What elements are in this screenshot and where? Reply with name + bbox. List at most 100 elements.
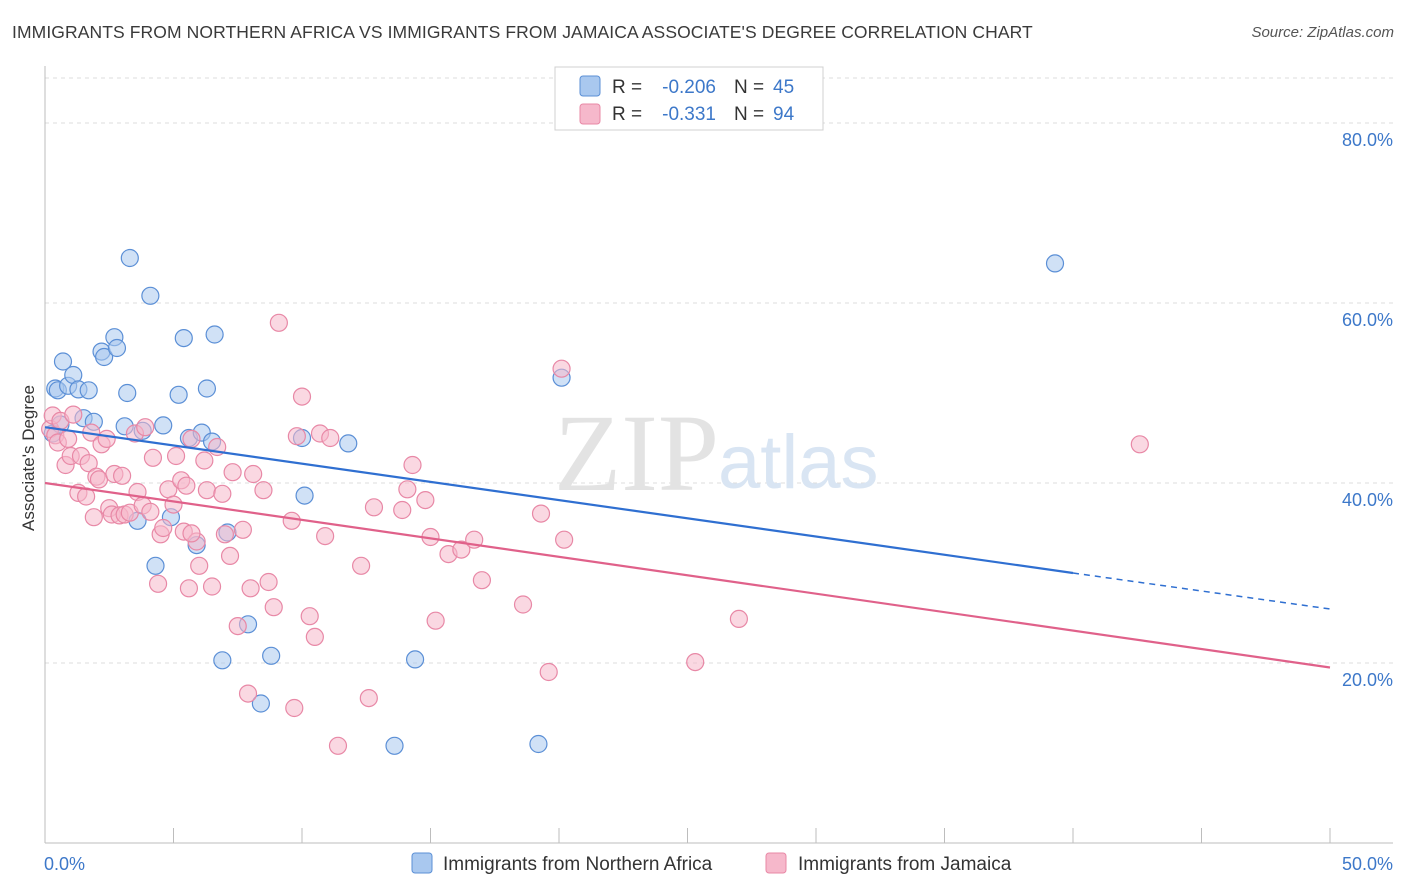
point-pink-54 (238, 684, 258, 703)
point-pink-75 (403, 455, 422, 475)
legend-n-label-1: N = (734, 77, 764, 98)
point-pink-62 (287, 427, 306, 446)
point-pink-30 (143, 448, 163, 467)
point-pink-61 (282, 511, 301, 530)
point-blue-15 (118, 383, 137, 403)
point-pink-39 (177, 476, 196, 495)
point-pink-78 (426, 611, 445, 630)
y-tick-label-3: 80.0% (1342, 130, 1393, 150)
point-pink-55 (241, 579, 260, 598)
data-points (41, 248, 1149, 755)
chart-title: IMMIGRANTS FROM NORTHERN AFRICA VS IMMIG… (12, 22, 1033, 42)
watermark-zip: ZIP (554, 392, 719, 514)
point-pink-73 (393, 500, 412, 520)
point-pink-69 (328, 736, 348, 755)
point-pink-52 (228, 616, 247, 636)
point-pink-84 (531, 504, 551, 523)
point-pink-31 (148, 574, 168, 593)
bottom-legend-swatch-blue (411, 852, 433, 874)
point-pink-65 (305, 627, 324, 647)
y-tick-label-2: 60.0% (1342, 310, 1393, 330)
point-pink-91 (285, 698, 304, 718)
point-pink-36 (166, 446, 186, 466)
point-pink-40 (179, 579, 199, 598)
trend-line-pink (44, 481, 1331, 669)
point-blue-3 (53, 352, 73, 371)
point-pink-46 (202, 577, 222, 596)
point-pink-64 (300, 607, 319, 626)
point-pink-48 (213, 484, 232, 503)
point-blue-30 (205, 325, 224, 344)
point-pink-63 (292, 387, 312, 406)
bottom-legend-swatch-pink (765, 852, 787, 874)
point-pink-85 (539, 662, 558, 682)
legend-r-value-1: -0.206 (662, 77, 716, 98)
point-pink-92 (84, 508, 103, 527)
point-pink-68 (321, 428, 340, 448)
point-pink-59 (264, 598, 283, 617)
axes (44, 66, 1393, 844)
point-pink-70 (352, 556, 371, 575)
bottom-legend-label-blue: Immigrants from Northern Africa (443, 854, 713, 875)
point-blue-24 (174, 329, 193, 348)
point-pink-80 (452, 540, 471, 559)
point-pink-71 (359, 688, 378, 708)
point-pink-88 (686, 652, 705, 672)
point-pink-50 (220, 546, 240, 566)
bottom-legend: Immigrants from Northern Africa Immigran… (411, 852, 1012, 875)
point-pink-86 (552, 359, 571, 378)
point-pink-45 (197, 481, 217, 500)
watermark-atlas: atlas (718, 420, 879, 505)
point-pink-53 (233, 520, 252, 539)
x-tick-label-min: 0.0% (44, 854, 85, 874)
point-pink-93 (182, 524, 201, 543)
point-pink-44 (195, 451, 214, 470)
legend-r-label-1: R = (612, 77, 642, 98)
point-blue-13 (107, 338, 127, 358)
gridlines (45, 77, 1393, 664)
trend-line-blue (44, 426, 1074, 575)
point-blue-34 (251, 694, 270, 713)
y-axis-label: Associate's Degree (19, 385, 38, 531)
point-pink-72 (364, 498, 384, 517)
point-pink-17 (97, 429, 116, 448)
legend-r-label-2: R = (612, 104, 642, 125)
y-tick-label-1: 40.0% (1342, 490, 1393, 510)
point-pink-89 (729, 609, 749, 629)
point-pink-74 (398, 480, 417, 499)
point-blue-21 (154, 416, 173, 435)
point-pink-56 (244, 464, 263, 484)
point-pink-33 (154, 518, 173, 538)
legend-swatch-pink (579, 103, 601, 125)
point-pink-15 (89, 470, 109, 489)
point-pink-22 (112, 466, 132, 485)
legend-box: R = -0.206 N = 45 R = -0.331 N = 94 (554, 66, 824, 131)
point-blue-8 (79, 381, 98, 400)
point-pink-6 (59, 429, 78, 448)
legend-n-label-2: N = (734, 104, 764, 125)
point-blue-39 (385, 736, 404, 755)
point-pink-90 (1130, 435, 1149, 454)
y-tick-label-0: 20.0% (1342, 670, 1393, 690)
legend-swatch-blue (579, 75, 601, 97)
legend-n-value-2: 94 (773, 104, 795, 125)
point-pink-29 (141, 502, 160, 521)
point-blue-20 (146, 556, 165, 575)
point-pink-57 (254, 481, 273, 500)
point-blue-19 (141, 286, 160, 305)
point-blue-16 (120, 248, 139, 268)
point-blue-37 (295, 486, 314, 505)
point-pink-28 (136, 418, 155, 437)
legend-n-value-1: 45 (773, 77, 794, 98)
point-blue-23 (169, 385, 188, 404)
point-pink-41 (182, 429, 201, 448)
bottom-legend-label-pink: Immigrants from Jamaica (798, 854, 1012, 875)
point-pink-76 (416, 491, 435, 510)
point-pink-58 (259, 572, 278, 592)
point-pink-60 (269, 313, 288, 332)
point-blue-43 (1045, 254, 1065, 273)
point-blue-41 (529, 734, 548, 754)
point-blue-28 (197, 379, 217, 398)
point-pink-43 (190, 556, 209, 575)
